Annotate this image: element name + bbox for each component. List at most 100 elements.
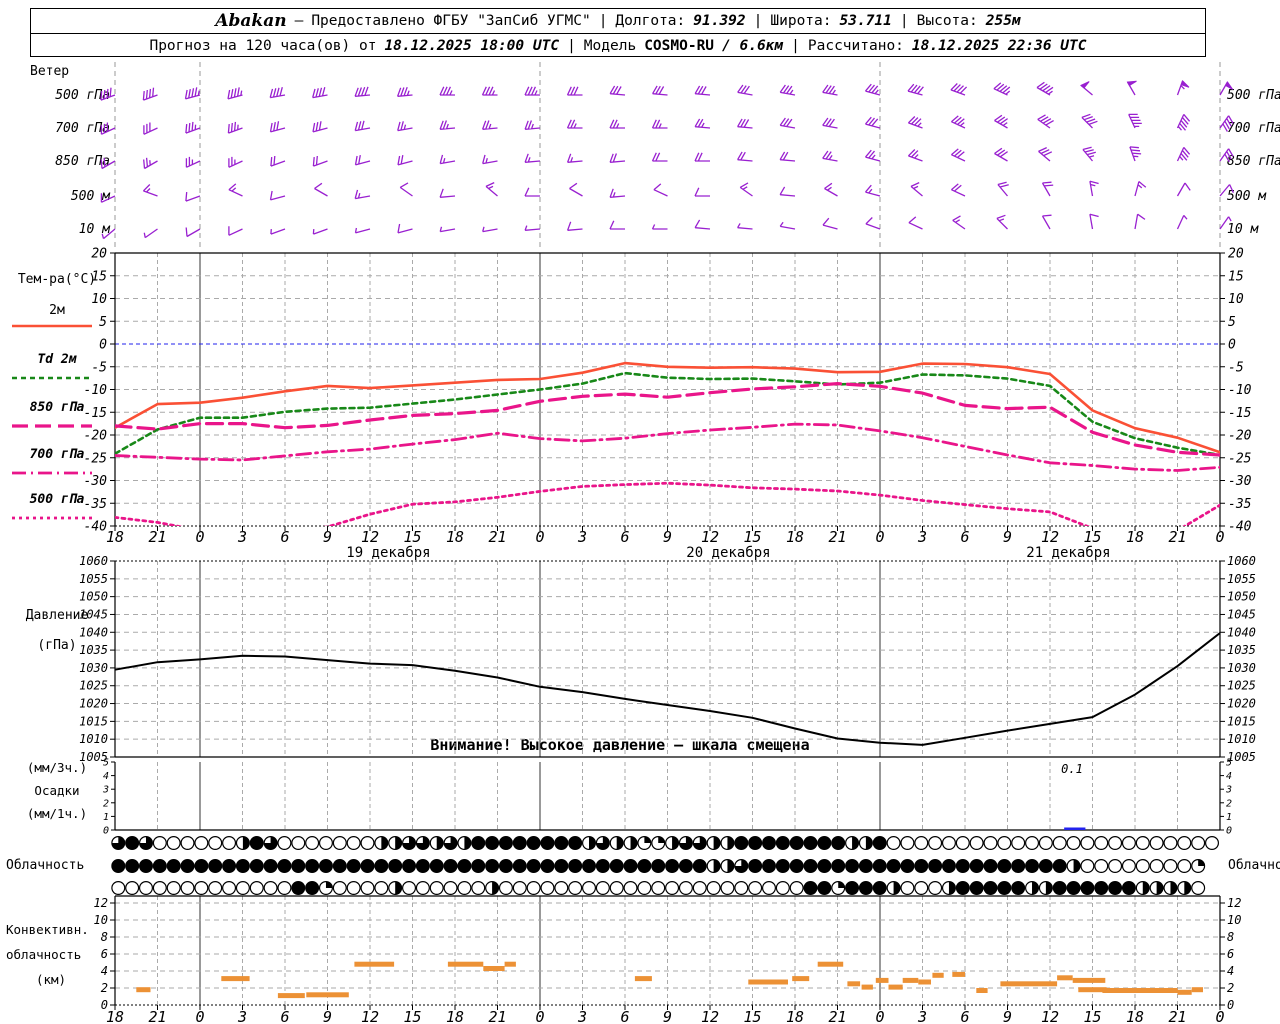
wind-barb-row-10 м <box>101 213 1232 240</box>
svg-text:1025: 1025 <box>1227 679 1256 693</box>
wind-level-label-700hpa-left: 700 гПа <box>55 121 110 136</box>
svg-text:12: 12 <box>1041 528 1059 546</box>
svg-text:0: 0 <box>195 528 204 546</box>
svg-text:18: 18 <box>1126 1008 1144 1024</box>
wind-barb-row-500 м <box>100 180 1234 203</box>
svg-text:9: 9 <box>323 1008 332 1024</box>
svg-text:8: 8 <box>101 930 108 944</box>
svg-text:1005: 1005 <box>79 750 108 764</box>
svg-text:19 декабря: 19 декабря <box>346 545 430 561</box>
conv-panel-title-2: облачность <box>6 947 82 962</box>
svg-text:4: 4 <box>1227 964 1234 978</box>
svg-text:5: 5 <box>103 758 109 769</box>
forecast-prefix: Прогноз на 120 часа(ов) от <box>149 37 377 54</box>
svg-text:9: 9 <box>323 528 332 546</box>
svg-text:4: 4 <box>1226 771 1232 782</box>
precip-amount-annotation: 0.1 <box>1061 762 1083 776</box>
cloud-row-3 <box>111 880 1206 895</box>
svg-text:8: 8 <box>1227 930 1234 944</box>
svg-text:6: 6 <box>280 1008 289 1024</box>
pressure-curve <box>114 632 1221 746</box>
header-row-station: Abakan — Предоставлено ФГБУ "ЗапСиб УГМС… <box>31 9 1205 34</box>
svg-text:-35: -35 <box>84 497 108 512</box>
conv-panel-title-1: Конвективн. <box>6 922 89 937</box>
svg-text:15: 15 <box>743 528 761 546</box>
svg-text:9: 9 <box>1003 1008 1012 1024</box>
svg-text:15: 15 <box>403 1008 421 1024</box>
svg-text:18: 18 <box>786 1008 804 1024</box>
svg-text:4: 4 <box>101 964 108 978</box>
svg-text:9: 9 <box>663 1008 672 1024</box>
svg-text:2: 2 <box>1226 798 1232 809</box>
svg-text:18: 18 <box>106 528 124 546</box>
cloud-row-1 <box>111 835 1219 850</box>
svg-text:0: 0 <box>1215 1008 1224 1024</box>
svg-text:0: 0 <box>1227 998 1234 1012</box>
svg-text:-25: -25 <box>1228 451 1252 466</box>
legend-line-850 <box>12 424 92 428</box>
svg-text:6: 6 <box>620 528 629 546</box>
temp-series-500 гПа <box>115 481 1220 526</box>
wind-level-label-850hpa-left: 850 гПа <box>55 154 110 169</box>
svg-text:-5: -5 <box>91 360 107 375</box>
svg-text:1040: 1040 <box>1227 625 1256 639</box>
svg-text:-20: -20 <box>1228 429 1252 444</box>
svg-text:10: 10 <box>91 292 107 307</box>
svg-text:12: 12 <box>1041 1008 1059 1024</box>
svg-text:1060: 1060 <box>79 554 108 568</box>
svg-text:18: 18 <box>786 528 804 546</box>
svg-text:5: 5 <box>1226 758 1232 769</box>
svg-text:1045: 1045 <box>1227 607 1256 621</box>
svg-text:0: 0 <box>99 338 107 353</box>
svg-text:15: 15 <box>91 269 107 284</box>
svg-text:15: 15 <box>743 1008 761 1024</box>
model-resolution: / 6.6км <box>722 37 784 54</box>
separator: | <box>567 37 576 54</box>
temperature-curves <box>115 361 1220 526</box>
header-box: Abakan — Предоставлено ФГБУ "ЗапСиб УГМС… <box>30 8 1206 57</box>
svg-text:21 декабря: 21 декабря <box>1026 545 1110 561</box>
svg-text:1030: 1030 <box>79 661 108 675</box>
conv-panel-units: (км) <box>35 972 67 987</box>
height-value: 255м <box>985 13 1021 29</box>
wind-level-label-500hpa-left: 500 гПа <box>55 88 110 103</box>
svg-text:2: 2 <box>103 798 109 809</box>
svg-text:2: 2 <box>101 981 108 995</box>
svg-text:1050: 1050 <box>79 590 108 604</box>
legend-label-td2m: Td 2м <box>37 352 77 367</box>
svg-text:4: 4 <box>103 771 109 782</box>
svg-text:5: 5 <box>99 315 107 330</box>
wind-level-label-500m-right: 500 м <box>1227 189 1267 204</box>
pressure-panel-units: (гПа) <box>37 638 77 653</box>
dash: — <box>294 13 304 29</box>
computed-label: Рассчитано: <box>807 37 904 54</box>
temp-series-850 гПа <box>115 382 1220 457</box>
svg-text:1025: 1025 <box>79 679 108 693</box>
svg-text:10: 10 <box>1227 913 1241 927</box>
cloud-rows <box>111 835 1219 895</box>
svg-text:3: 3 <box>1225 785 1232 796</box>
svg-text:-10: -10 <box>84 383 108 398</box>
precip-panel-title: Осадки <box>34 783 80 798</box>
svg-text:1020: 1020 <box>79 697 108 711</box>
convective-bars <box>136 961 1203 999</box>
height-label: Высота: <box>916 13 978 29</box>
svg-text:15: 15 <box>1228 269 1244 284</box>
separator: | <box>598 13 608 29</box>
svg-text:1015: 1015 <box>79 714 108 728</box>
svg-text:-15: -15 <box>1228 406 1252 421</box>
legend-label-500: 500 гПа <box>29 492 85 507</box>
svg-text:3: 3 <box>917 1008 927 1024</box>
svg-text:18: 18 <box>1126 528 1144 546</box>
computed-value: 18.12.2025 22:36 UTC <box>911 37 1087 54</box>
grid <box>114 62 1221 1006</box>
cloud-row-2 <box>111 858 1206 873</box>
svg-text:21: 21 <box>488 1008 506 1024</box>
temp-series-700 гПа <box>115 422 1220 472</box>
forecast-start: 18.12.2025 18:00 UTC <box>384 37 560 54</box>
svg-text:-5: -5 <box>1228 360 1244 375</box>
station-name: Abakan <box>215 11 287 31</box>
svg-text:12: 12 <box>701 528 719 546</box>
svg-text:18: 18 <box>446 528 464 546</box>
